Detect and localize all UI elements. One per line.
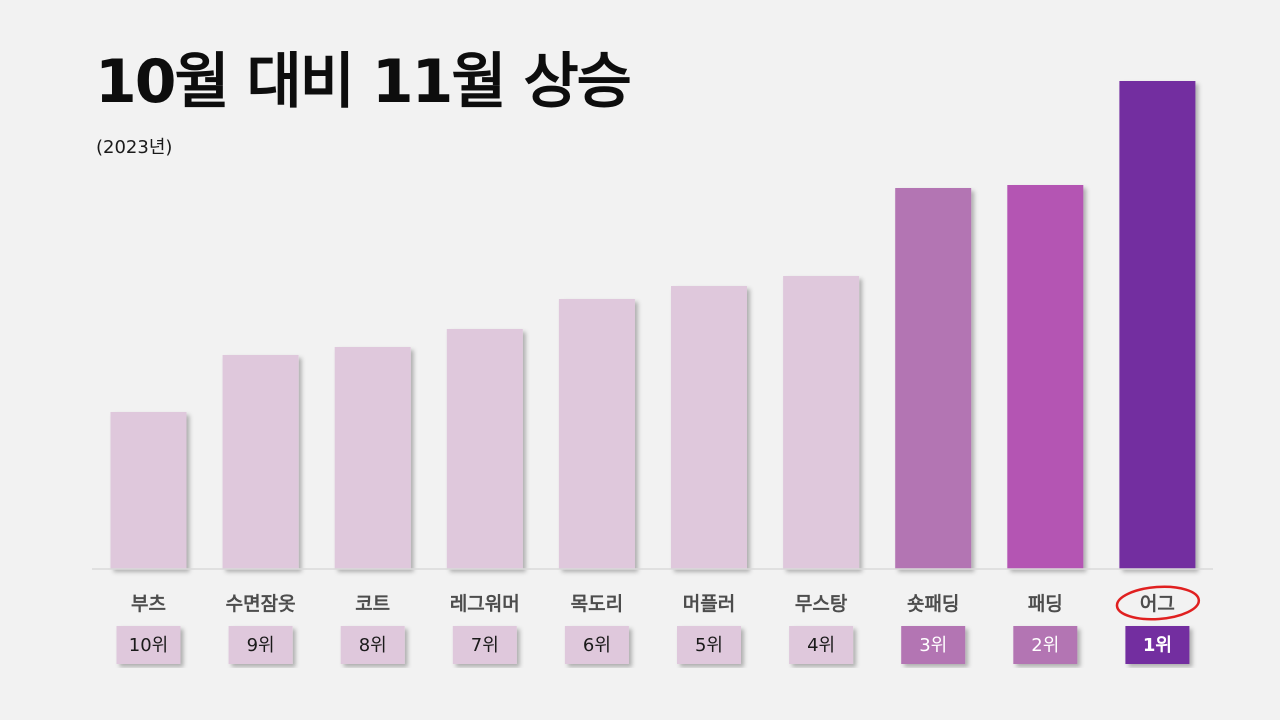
bar-5 [558,299,635,569]
bars-group [110,81,1196,569]
bar-9 [1007,185,1084,569]
bar-4 [446,329,523,569]
rank-badge-7 [789,626,854,664]
rank-badge-5 [564,626,629,664]
chart-subtitle: (2023년) [96,137,173,158]
category-label: 머플러 [683,593,735,615]
category-label: 패딩 [1028,593,1063,615]
rank-label: 3위 [919,635,947,656]
rank-label: 6위 [583,635,611,656]
category-label: 무스탕 [795,593,848,615]
category-label: 레그워머 [450,593,520,615]
category-label: 목도리 [571,593,623,615]
rank-badge-3 [340,626,405,664]
category-label: 코트 [355,593,390,615]
rank-label: 2위 [1031,635,1059,656]
rank-badge-4 [452,626,517,664]
category-label: 수면잠옷 [226,593,296,615]
chart-title: 10월 대비 11월 상승 [95,47,632,117]
bar-7 [783,276,860,569]
rank-label: 8위 [359,635,387,656]
bar-3 [334,347,411,569]
rank-label: 9위 [247,635,275,656]
rank-label: 10위 [129,635,168,656]
category-label: 어그 [1140,593,1175,615]
rank-badges-group: 10위 9위 8위 7위 6위 5위 4위 3위 2위 1위 [116,626,1190,664]
rank-badge-10 [1125,626,1190,664]
category-label: 부츠 [131,593,166,615]
rank-label: 4위 [807,635,835,656]
bar-1 [110,412,187,569]
rank-badge-2 [228,626,293,664]
category-labels-group: 부츠 수면잠옷 코트 레그워머 목도리 머플러 무스탕 숏패딩 패딩 어그 [131,585,1201,621]
bar-6 [671,286,747,569]
bar-10 [1119,81,1196,569]
rank-label: 7위 [471,635,499,656]
rank-label: 5위 [695,635,723,656]
rank-badge-9 [1013,626,1078,664]
rank-badge-1 [116,626,181,664]
rank-label: 1위 [1143,635,1172,656]
bar-8 [895,188,972,569]
rank-badge-6 [677,626,741,664]
rank-badge-8 [901,626,966,664]
category-label: 숏패딩 [907,593,959,615]
bar-2 [222,355,299,569]
highlight-circle-annotation [1115,585,1201,621]
